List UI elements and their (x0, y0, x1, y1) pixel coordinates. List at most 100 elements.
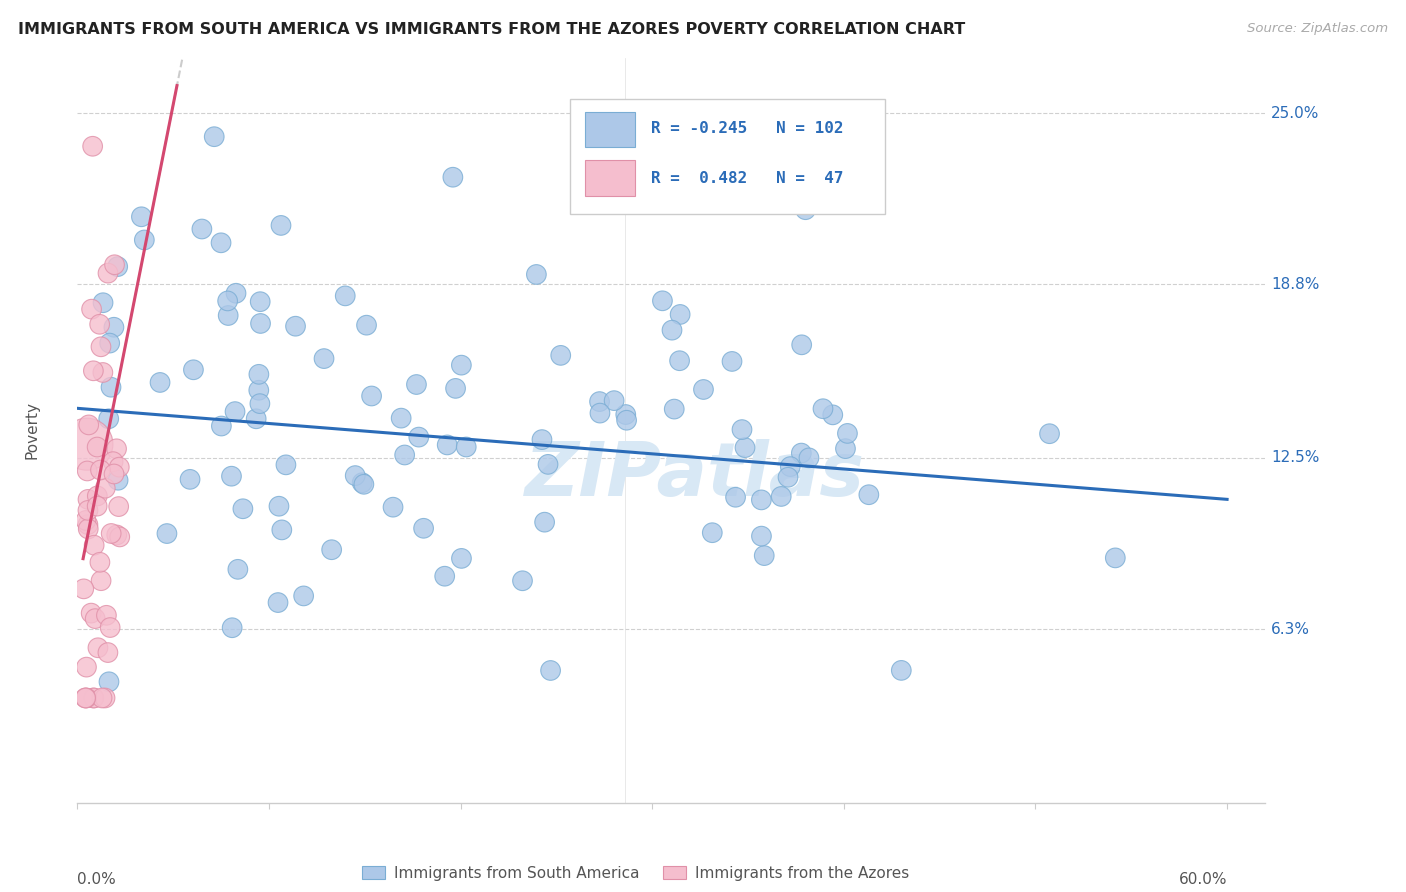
Point (101, 455, 124, 469)
Text: ZIPatlas: ZIPatlas (524, 439, 865, 512)
Point (156, 526, 179, 541)
Point (82, 690, 104, 705)
Point (540, 664, 562, 678)
Point (651, 293, 673, 308)
Point (80, 606, 103, 620)
Point (77, 517, 100, 532)
Point (669, 308, 692, 322)
Point (661, 323, 683, 337)
Point (412, 521, 434, 535)
Point (105, 442, 128, 456)
Point (821, 408, 844, 422)
Point (86, 499, 108, 513)
FancyBboxPatch shape (585, 160, 634, 195)
Point (217, 293, 239, 308)
Point (776, 470, 799, 484)
Point (588, 394, 610, 409)
Point (98, 621, 121, 635)
Point (77, 522, 100, 536)
Point (408, 430, 430, 444)
Point (83, 538, 105, 552)
Point (75, 690, 97, 705)
Point (89, 555, 111, 569)
Point (512, 574, 534, 588)
Point (86, 489, 108, 503)
Point (91, 690, 114, 705)
Point (779, 459, 801, 474)
Point (91, 295, 114, 310)
Point (267, 500, 290, 514)
Point (456, 440, 478, 454)
Point (232, 501, 254, 516)
Point (83, 690, 105, 705)
Point (751, 492, 773, 507)
Point (668, 353, 690, 368)
Point (183, 363, 205, 377)
Point (550, 348, 572, 362)
Point (202, 129, 225, 144)
Point (444, 381, 467, 395)
Text: 12.5%: 12.5% (1271, 450, 1319, 466)
Point (450, 551, 472, 566)
Point (75, 513, 97, 527)
Point (754, 549, 776, 563)
Point (1038, 426, 1060, 441)
Point (389, 411, 412, 425)
Point (274, 458, 297, 472)
Point (702, 525, 724, 540)
Text: 60.0%: 60.0% (1178, 871, 1227, 887)
Point (638, 180, 661, 194)
Point (834, 442, 856, 456)
Point (247, 368, 270, 382)
Text: IMMIGRANTS FROM SOUTH AMERICA VS IMMIGRANTS FROM THE AZORES POVERTY CORRELATION : IMMIGRANTS FROM SOUTH AMERICA VS IMMIGRA… (18, 22, 966, 37)
Point (221, 469, 243, 483)
Point (87, 640, 110, 655)
Point (224, 404, 246, 418)
Point (97, 411, 120, 425)
Text: R = -0.245   N = 102: R = -0.245 N = 102 (651, 121, 844, 136)
Text: Source: ZipAtlas.com: Source: ZipAtlas.com (1247, 22, 1388, 36)
Point (614, 408, 637, 422)
Point (797, 450, 820, 465)
Point (90, 574, 112, 588)
Point (284, 319, 307, 334)
Point (249, 397, 271, 411)
Point (86, 440, 108, 454)
Point (352, 475, 374, 490)
Point (80, 302, 103, 317)
Point (179, 472, 201, 486)
Point (751, 529, 773, 543)
Point (353, 477, 375, 491)
Point (794, 202, 817, 217)
Point (134, 233, 156, 247)
Point (76, 464, 98, 478)
Point (103, 320, 125, 334)
Point (100, 380, 122, 394)
Point (603, 393, 626, 408)
Point (96, 608, 118, 623)
Point (721, 354, 744, 368)
Point (191, 222, 214, 236)
Point (533, 515, 555, 529)
Point (76, 437, 98, 451)
Text: 6.3%: 6.3% (1271, 622, 1310, 637)
Point (249, 294, 271, 309)
Point (589, 406, 612, 420)
Point (790, 446, 813, 460)
Point (94, 481, 117, 495)
Point (75, 690, 97, 705)
Point (90, 340, 112, 354)
Point (360, 389, 382, 403)
Point (209, 235, 232, 250)
Point (270, 219, 292, 233)
Point (103, 258, 125, 272)
Point (537, 458, 560, 472)
Point (270, 523, 292, 537)
Text: 25.0%: 25.0% (1271, 105, 1319, 120)
Point (890, 664, 912, 678)
Point (1104, 550, 1126, 565)
Point (97, 266, 120, 280)
Point (103, 467, 125, 481)
Point (75, 690, 97, 705)
Text: 0.0%: 0.0% (77, 871, 117, 887)
